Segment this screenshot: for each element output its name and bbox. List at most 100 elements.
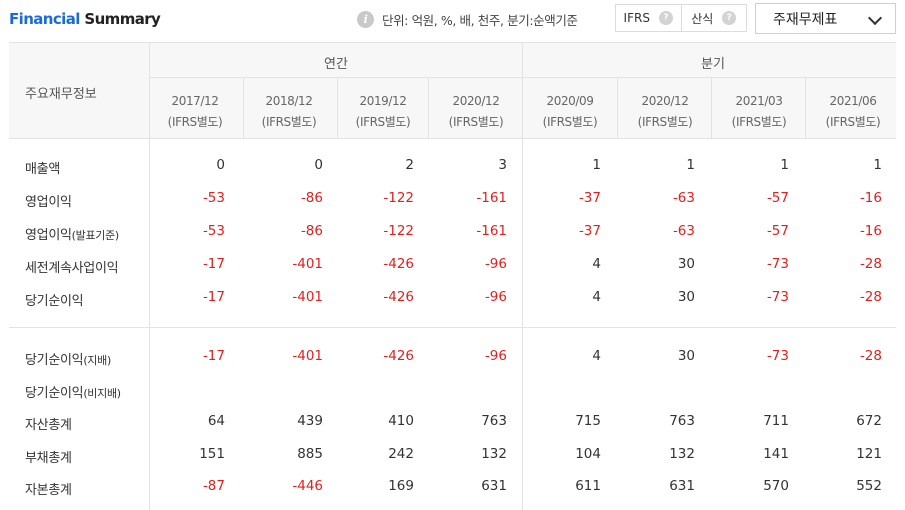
- row-label: 세전계속사업이익: [25, 257, 119, 276]
- value-cell: -16: [859, 190, 882, 206]
- value-cell: 570: [763, 478, 789, 494]
- period-basis: (IFRS별도): [261, 115, 317, 129]
- value-cell: -446: [292, 478, 323, 494]
- value-cell: 2: [405, 157, 414, 173]
- value-cell: -37: [578, 223, 601, 239]
- value-cell: -28: [859, 348, 882, 364]
- help-icon[interactable]: ?: [722, 11, 737, 25]
- value-cell: -96: [484, 256, 507, 272]
- value-cell: 132: [481, 446, 507, 462]
- value-cell: 439: [297, 413, 323, 429]
- value-cell: -37: [578, 190, 601, 206]
- table-top-border: [9, 42, 896, 43]
- ifrs-toggle-button[interactable]: IFRS ?: [616, 5, 681, 31]
- value-cell: -426: [383, 348, 414, 364]
- row-label: 자산총계: [25, 414, 72, 433]
- value-cell: 169: [388, 478, 414, 494]
- value-cell: 763: [481, 413, 507, 429]
- value-cell: -87: [202, 478, 225, 494]
- value-cell: 0: [216, 157, 225, 173]
- formula-toggle-button[interactable]: 산식 ?: [680, 5, 747, 31]
- value-cell: 672: [856, 413, 882, 429]
- period-column-divider: [428, 78, 429, 138]
- value-cell: -122: [383, 223, 414, 239]
- value-cell: 4: [592, 348, 601, 364]
- value-cell: 141: [763, 446, 789, 462]
- value-cell: -57: [766, 223, 789, 239]
- row-label: 부채총계: [25, 447, 72, 466]
- chevron-down-icon: [867, 10, 883, 26]
- value-cell: 0: [314, 157, 323, 173]
- value-cell: 763: [669, 413, 695, 429]
- value-cell: -17: [202, 289, 225, 305]
- title-summary: Summary: [79, 10, 161, 28]
- row-label-suffix: (비지배): [83, 387, 121, 400]
- value-cell: -53: [202, 190, 225, 206]
- period-basis: (IFRS별도): [825, 115, 881, 129]
- value-cell: -161: [476, 223, 507, 239]
- period-date: 2019/12: [359, 94, 407, 108]
- value-cell: 1: [686, 157, 695, 173]
- value-cell: -96: [484, 289, 507, 305]
- section-divider: [9, 327, 896, 328]
- period-header: 2020/09 (IFRS별도): [522, 91, 618, 133]
- header-label: 주요재무정보: [25, 87, 97, 102]
- value-cell: 552: [856, 478, 882, 494]
- value-cell: 410: [388, 413, 414, 429]
- value-cell: -73: [766, 348, 789, 364]
- value-cell: -96: [484, 348, 507, 364]
- row-label: 영업이익: [25, 191, 72, 210]
- row-label: 당기순이익(비지배): [25, 382, 121, 401]
- value-cell: -57: [766, 190, 789, 206]
- value-cell: 1: [873, 157, 882, 173]
- period-column-divider: [711, 78, 712, 138]
- value-cell: -28: [859, 289, 882, 305]
- section-title: Financial Summary: [9, 10, 161, 28]
- value-cell: -401: [292, 256, 323, 272]
- value-cell: -63: [672, 223, 695, 239]
- period-date: 2018/12: [265, 94, 313, 108]
- ifrs-label: IFRS: [623, 11, 650, 25]
- select-value: 주재무제표: [773, 11, 838, 28]
- value-cell: -426: [383, 289, 414, 305]
- period-basis: (IFRS별도): [448, 115, 504, 129]
- row-label: 매출액: [25, 158, 60, 177]
- financial-summary-table: 주요재무정보 연간 분기 2017/12 (IFRS별도) 2018/12 (IFRS…: [9, 42, 896, 510]
- value-cell: -17: [202, 256, 225, 272]
- period-header: 2020/12 (IFRS별도): [617, 91, 713, 133]
- formula-label: 산식: [691, 11, 714, 26]
- value-cell: -401: [292, 289, 323, 305]
- row-label: 당기순이익(지배): [25, 349, 111, 368]
- period-header: 2020/12 (IFRS별도): [428, 91, 524, 133]
- header-bottom-border: [9, 138, 896, 139]
- period-column-divider: [805, 78, 806, 138]
- row-label-main: 자본총계: [25, 483, 72, 498]
- value-cell: 151: [199, 446, 225, 462]
- help-icon[interactable]: ?: [658, 11, 673, 25]
- value-cell: -73: [766, 256, 789, 272]
- value-cell: -53: [202, 223, 225, 239]
- group-annual: 연간: [324, 57, 348, 72]
- value-cell: 631: [481, 478, 507, 494]
- value-cell: 1: [780, 157, 789, 173]
- row-label-main: 세전계속사업이익: [25, 261, 119, 276]
- value-cell: 242: [388, 446, 414, 462]
- period-header: 2018/12 (IFRS별도): [241, 91, 337, 133]
- period-header: 2019/12 (IFRS별도): [335, 91, 431, 133]
- value-cell: 4: [592, 289, 601, 305]
- period-date: 2020/09: [546, 94, 594, 108]
- row-label-main: 당기순이익: [25, 386, 84, 401]
- value-cell: 711: [763, 413, 789, 429]
- value-cell: -28: [859, 256, 882, 272]
- info-icon[interactable]: i: [357, 10, 374, 28]
- row-label-main: 자산총계: [25, 418, 72, 433]
- value-cell: 30: [677, 348, 695, 364]
- table-header-background: [9, 43, 896, 138]
- statement-type-select[interactable]: 주재무제표: [755, 3, 896, 34]
- value-cell: 104: [575, 446, 601, 462]
- group-quarterly: 분기: [701, 57, 725, 72]
- group-header-divider: [150, 77, 896, 78]
- period-date: 2020/12: [452, 94, 500, 108]
- period-basis: (IFRS별도): [731, 115, 787, 129]
- unit-text: 단위: 억원, %, 배, 천주, 분기:순액기준: [382, 12, 578, 28]
